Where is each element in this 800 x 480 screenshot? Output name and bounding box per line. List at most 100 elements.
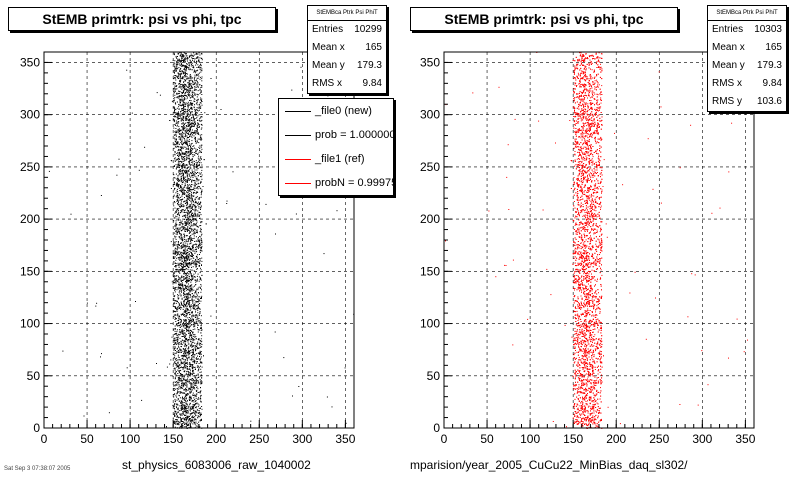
data-point [174, 109, 176, 111]
data-point [177, 379, 179, 381]
data-point [196, 240, 198, 242]
data-point [201, 164, 203, 166]
data-point [173, 205, 175, 207]
data-point [193, 218, 195, 220]
data-point [186, 412, 187, 413]
data-point [176, 60, 178, 62]
data-point [179, 305, 181, 307]
data-point [181, 260, 183, 262]
data-point [186, 78, 188, 80]
data-point [188, 187, 190, 189]
data-point [189, 392, 191, 394]
data-point [192, 279, 194, 280]
data-point [183, 169, 184, 171]
data-point [187, 393, 188, 395]
data-point [180, 84, 182, 85]
data-point [189, 338, 191, 340]
data-point [198, 241, 200, 243]
data-point [195, 245, 197, 247]
data-point [183, 178, 185, 180]
data-point [188, 222, 190, 224]
data-point [181, 60, 183, 61]
data-point [183, 125, 185, 127]
data-point [173, 174, 175, 176]
data-point [196, 77, 198, 79]
data-point [184, 69, 186, 71]
data-point [196, 409, 198, 411]
data-point [182, 107, 184, 109]
data-point [181, 384, 183, 386]
data-point [183, 326, 185, 328]
data-point [196, 344, 198, 346]
data-point [190, 206, 192, 208]
data-point [190, 61, 192, 63]
data-point [186, 176, 188, 178]
data-point [190, 386, 192, 388]
data-point [185, 66, 187, 68]
data-point [178, 368, 180, 369]
data-point [184, 370, 186, 372]
data-point [197, 210, 199, 212]
data-point [173, 229, 175, 230]
data-point [193, 54, 195, 56]
data-point [188, 84, 190, 86]
data-point [175, 364, 177, 366]
data-point [184, 269, 186, 271]
data-point [173, 62, 175, 64]
data-point [182, 425, 184, 427]
data-point [190, 108, 192, 110]
data-point [174, 278, 176, 280]
data-point [181, 270, 183, 272]
data-point [194, 101, 196, 102]
data-point [190, 422, 192, 424]
data-point [178, 288, 180, 290]
data-point [180, 319, 182, 320]
data-point [174, 271, 175, 273]
data-point [192, 404, 194, 406]
data-point [183, 179, 185, 181]
data-point [185, 246, 187, 248]
data-point [176, 141, 178, 143]
data-point [187, 376, 189, 378]
data-point [181, 420, 183, 422]
data-point [189, 397, 191, 399]
data-point [197, 180, 199, 182]
data-point [172, 244, 174, 246]
data-point [189, 104, 191, 106]
data-point [189, 321, 190, 323]
data-point [186, 222, 188, 224]
data-point [189, 159, 191, 161]
data-point [185, 311, 187, 313]
data-point [182, 228, 184, 230]
data-point [201, 418, 202, 420]
data-point [180, 281, 182, 282]
data-point [196, 250, 198, 252]
data-point [177, 342, 179, 344]
data-point [189, 319, 191, 321]
data-point [181, 344, 183, 346]
data-point [190, 330, 192, 332]
data-point [189, 152, 191, 154]
data-point [191, 293, 193, 295]
data-point [183, 210, 185, 212]
data-point [181, 229, 183, 231]
data-point [176, 393, 178, 395]
data-point [188, 119, 190, 120]
data-point [186, 185, 188, 187]
data-point [173, 134, 175, 136]
data-point [173, 338, 175, 340]
data-point [188, 409, 190, 411]
data-point [180, 407, 182, 409]
data-point [192, 394, 193, 396]
data-point [190, 281, 192, 283]
data-point [186, 196, 187, 198]
data-point [186, 315, 188, 317]
data-point [173, 99, 175, 101]
data-point [200, 90, 202, 92]
data-point [177, 241, 179, 243]
data-point [178, 277, 180, 278]
data-point [187, 417, 189, 418]
data-point [193, 325, 195, 327]
data-point [191, 406, 193, 408]
data-point [175, 123, 177, 124]
